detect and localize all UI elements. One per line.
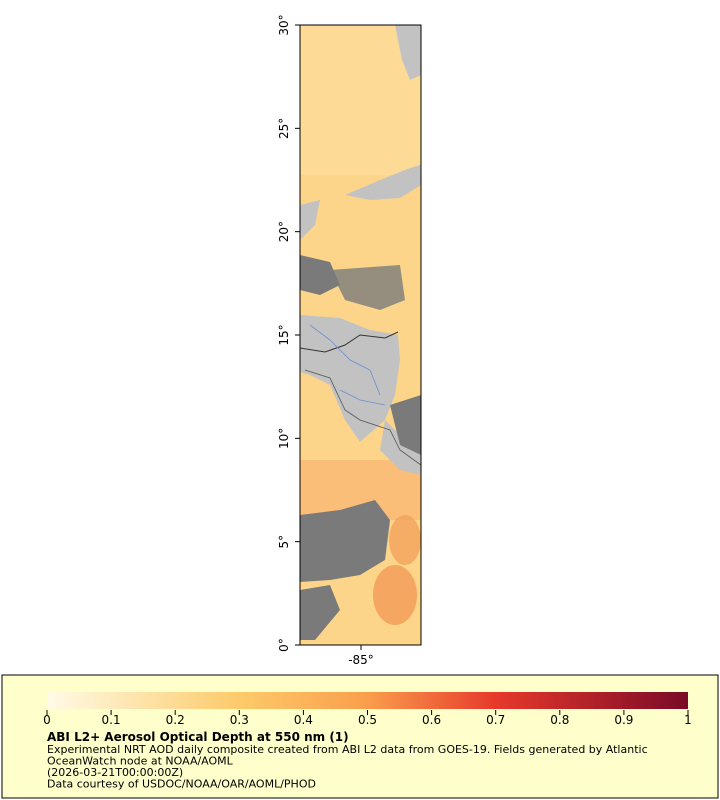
legend-line: Experimental NRT AOD daily composite cre… [47, 743, 648, 756]
y-tick-label: 0° [277, 638, 291, 652]
legend-line: (2026-03-21T00:00:00Z) [47, 766, 183, 779]
colorbar-tick-label: 0.4 [294, 713, 313, 727]
land [345, 165, 421, 200]
colorbar-tick-label: 0.5 [358, 713, 377, 727]
cloud [330, 265, 405, 310]
y-tick-label: 15° [277, 324, 291, 345]
legend-title: ABI L2+ Aerosol Optical Depth at 550 nm … [47, 730, 349, 744]
colorbar [47, 692, 688, 709]
aod-field [373, 565, 417, 625]
colorbar-tick-label: 0.9 [614, 713, 633, 727]
land [300, 315, 400, 442]
border [304, 369, 421, 466]
x-tick-label: -85° [348, 653, 374, 667]
y-tick-label: 25° [277, 118, 291, 139]
aod-field [389, 515, 421, 565]
axes: 0° 5° 10° 15° 20° 25° 30° -85° [277, 14, 374, 667]
colorbar-tick-label: 1 [684, 713, 692, 727]
land [395, 25, 421, 80]
legend-lines: Experimental NRT AOD daily composite cre… [47, 743, 648, 791]
colorbar-tick-label: 0.8 [550, 713, 569, 727]
cloud [300, 585, 340, 640]
river [339, 389, 386, 406]
y-tick-label: 10° [277, 428, 291, 449]
colorbar-tick-label: 0.3 [230, 713, 249, 727]
colorbar-tick-label: 0.1 [102, 713, 121, 727]
map-image [300, 25, 421, 645]
colorbar-tick-label: 0.7 [486, 713, 505, 727]
colorbar-tick-label: 0.2 [166, 713, 185, 727]
land [380, 420, 421, 475]
border [300, 331, 399, 353]
colorbar-tick-label: 0 [43, 713, 51, 727]
legend-line: Data courtesy of USDOC/NOAA/OAR/AOML/PHO… [47, 778, 316, 791]
cloud [390, 395, 421, 455]
land [300, 200, 320, 240]
cloud [300, 500, 390, 582]
y-tick-label: 30° [277, 14, 291, 35]
colorbar-tick-label: 0.6 [422, 713, 441, 727]
cloud [300, 255, 340, 295]
legend-line: OceanWatch node at NOAA/AOML [47, 755, 234, 768]
y-tick-label: 5° [277, 535, 291, 549]
y-tick-label: 20° [277, 221, 291, 242]
river [309, 324, 381, 396]
